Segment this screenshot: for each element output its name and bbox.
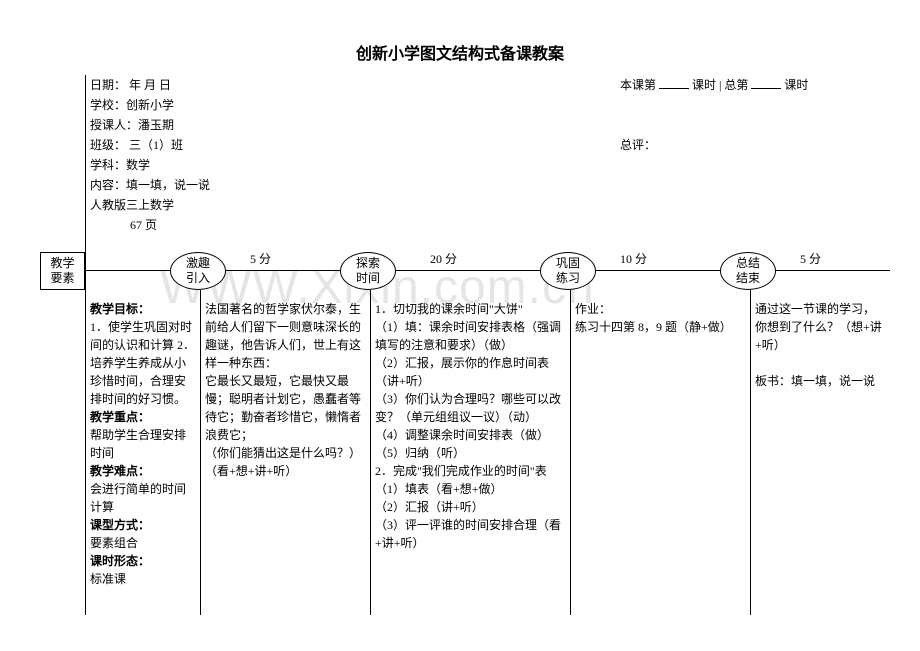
node1-l2: 引入: [171, 271, 225, 286]
ex-t1: 1．切切我的课余时间"大饼": [375, 300, 565, 318]
factor-l1: 教学: [41, 256, 84, 271]
ex-t6: （5）归纳（听）: [375, 444, 565, 462]
col-sep-2: [370, 290, 371, 615]
meta-class: 班级： 三（1）班: [90, 135, 270, 155]
intro-p4: （看+想+讲+听）: [205, 462, 365, 480]
su-t2: 板书：填一填，说一说: [755, 372, 885, 390]
pr-t1: 作业：: [575, 300, 745, 318]
blank-total: [751, 88, 781, 89]
dur-1: 5 分: [250, 250, 271, 267]
col-explore: 1．切切我的课余时间"大饼" （1）填：课余时间安排表格（强调填写的注意和要求）…: [375, 300, 565, 552]
meta-book: 人教版三上数学: [90, 195, 270, 215]
node4-l2: 结束: [721, 271, 775, 286]
dur-2: 20 分: [430, 250, 457, 267]
meta-date: 日期： 年 月 日: [90, 75, 270, 95]
ex-t2: （1）填：课余时间安排表格（强调填写的注意和要求）（做）: [375, 318, 565, 354]
ex-t10: （3）评一评谁的时间安排合理（看+讲+听）: [375, 516, 565, 552]
node1-l1: 激趣: [171, 256, 225, 271]
dur-3: 10 分: [620, 250, 647, 267]
col-sep-1: [200, 290, 201, 615]
meta-school: 学校：创新小学: [90, 95, 270, 115]
factor-box: 教学 要素: [40, 252, 85, 290]
node4-l1: 总结: [721, 256, 775, 271]
col-practice: 作业： 练习十四第 8，9 题（静+做）: [575, 300, 745, 336]
intro-p1: 法国著名的哲学家伏尔泰，生前给人们留下一则意味深长的趣谜，他告诉人们，世上有这样…: [205, 300, 365, 372]
node3-l2: 练习: [541, 271, 595, 286]
goals-h1: 教学目标：: [90, 300, 195, 318]
meta-content: 内容：填一填，说一说: [90, 175, 270, 195]
meta-page: 67 页: [90, 215, 270, 235]
ex-t5: （4）调整课余时间安排表（做）: [375, 426, 565, 444]
ex-t4: （3）你们认为合理吗？哪些可以改变？（单元组组议一议）（动）: [375, 390, 565, 426]
page-title: 创新小学图文结构式备课教案: [0, 40, 920, 64]
goals-h3: 教学难点：: [90, 462, 195, 480]
su-t1: 通过这一节课的学习，你想到了什么？（想+讲+听）: [755, 300, 885, 354]
goals-p5: 标准课: [90, 570, 195, 588]
pr-t2: 练习十四第 8，9 题（静+做）: [575, 318, 745, 336]
meta-teacher: 授课人：潘玉期: [90, 115, 270, 135]
col-intro: 法国著名的哲学家伏尔泰，生前给人们留下一则意味深长的趣谜，他告诉人们，世上有这样…: [205, 300, 365, 480]
node3-l1: 巩固: [541, 256, 595, 271]
goals-h4: 课型方式：: [90, 516, 195, 534]
col-sep-4: [750, 290, 751, 615]
goals-h5: 课时形态：: [90, 552, 195, 570]
node-intro: 激趣 引入: [170, 252, 226, 290]
node2-l2: 时间: [341, 271, 395, 286]
header-right: 本课第 课时 | 总第 课时 总评：: [620, 75, 880, 155]
node-summary: 总结 结束: [720, 252, 776, 290]
col-summary: 通过这一节课的学习，你想到了什么？（想+讲+听） 板书：填一填，说一说: [755, 300, 885, 390]
goals-p1: 1．使学生巩固对时间的认识和计算 2．培养学生养成从小珍惜时间，合理安排时间的好…: [90, 318, 195, 408]
col-goals: 教学目标： 1．使学生巩固对时间的认识和计算 2．培养学生养成从小珍惜时间，合理…: [90, 300, 195, 588]
goals-p2: 帮助学生合理安排时间: [90, 426, 195, 462]
left-vertical-line: [85, 75, 86, 615]
node2-l1: 探索: [341, 256, 395, 271]
hdr-a: 本课第: [620, 78, 656, 92]
blank-lesson: [659, 88, 689, 89]
summary-label: 总评：: [620, 135, 880, 155]
node-explore: 探索 时间: [340, 252, 396, 290]
col-sep-3: [570, 290, 571, 615]
ex-t3: （2）汇报，展示你的作息时间表（讲+听）: [375, 354, 565, 390]
meta-subject: 学科：数学: [90, 155, 270, 175]
hdr-c: 课时: [784, 78, 808, 92]
goals-p4: 要素组合: [90, 534, 195, 552]
hdr-b: 课时 | 总第: [692, 78, 748, 92]
ex-t9: （2）汇报（讲+听）: [375, 498, 565, 516]
dur-4: 5 分: [800, 250, 821, 267]
intro-p2: 它最长又最短，它最快又最慢；聪明者计划它，愚蠢者等待它；勤奋者珍惜它，懒惰者浪费…: [205, 372, 365, 444]
factor-l2: 要素: [41, 271, 84, 286]
goals-h2: 教学重点：: [90, 408, 195, 426]
node-practice: 巩固 练习: [540, 252, 596, 290]
intro-p3: （你们能猜出这是什么吗？）: [205, 444, 365, 462]
meta-block: 日期： 年 月 日 学校：创新小学 授课人：潘玉期 班级： 三（1）班 学科：数…: [90, 75, 270, 235]
goals-p3: 会进行简单的时间计算: [90, 480, 195, 516]
ex-t7: 2．完成"我们完成作业的时间"表: [375, 462, 565, 480]
ex-t8: （1）填表（看+想+做）: [375, 480, 565, 498]
